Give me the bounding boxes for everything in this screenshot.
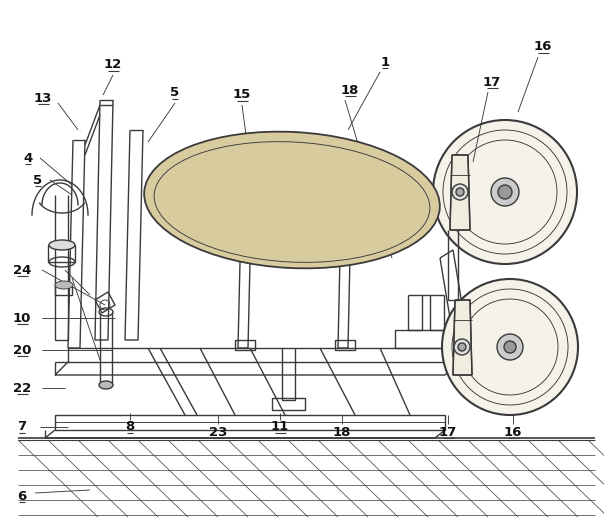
Text: 17: 17 <box>439 425 457 438</box>
Circle shape <box>498 185 512 199</box>
Ellipse shape <box>49 240 75 250</box>
Text: 12: 12 <box>104 58 122 71</box>
Text: 20: 20 <box>13 343 31 357</box>
Circle shape <box>504 341 516 353</box>
Ellipse shape <box>144 132 440 268</box>
Text: 10: 10 <box>13 312 31 325</box>
Circle shape <box>497 334 523 360</box>
Text: 8: 8 <box>126 420 135 433</box>
Circle shape <box>433 120 577 264</box>
Text: 6: 6 <box>18 490 27 503</box>
Polygon shape <box>450 155 470 230</box>
Text: 16: 16 <box>504 425 522 438</box>
Circle shape <box>442 279 578 415</box>
Ellipse shape <box>99 381 113 389</box>
Text: 24: 24 <box>13 264 31 277</box>
Text: 18: 18 <box>333 425 351 438</box>
Circle shape <box>491 178 519 206</box>
Text: 1: 1 <box>381 55 390 68</box>
Polygon shape <box>453 300 472 375</box>
Text: 5: 5 <box>33 174 42 187</box>
Circle shape <box>454 339 470 355</box>
Text: 13: 13 <box>34 92 52 104</box>
Text: 16: 16 <box>534 40 552 53</box>
Text: 15: 15 <box>233 88 251 101</box>
Text: 7: 7 <box>18 420 27 433</box>
Text: 11: 11 <box>271 420 289 433</box>
Circle shape <box>458 343 466 351</box>
Text: 18: 18 <box>341 84 359 97</box>
Text: 4: 4 <box>24 151 33 164</box>
Ellipse shape <box>55 281 73 289</box>
Circle shape <box>452 184 468 200</box>
Text: 17: 17 <box>483 75 501 88</box>
Text: 5: 5 <box>170 86 179 99</box>
Text: 22: 22 <box>13 382 31 394</box>
Circle shape <box>456 188 464 196</box>
Text: 23: 23 <box>209 425 227 438</box>
